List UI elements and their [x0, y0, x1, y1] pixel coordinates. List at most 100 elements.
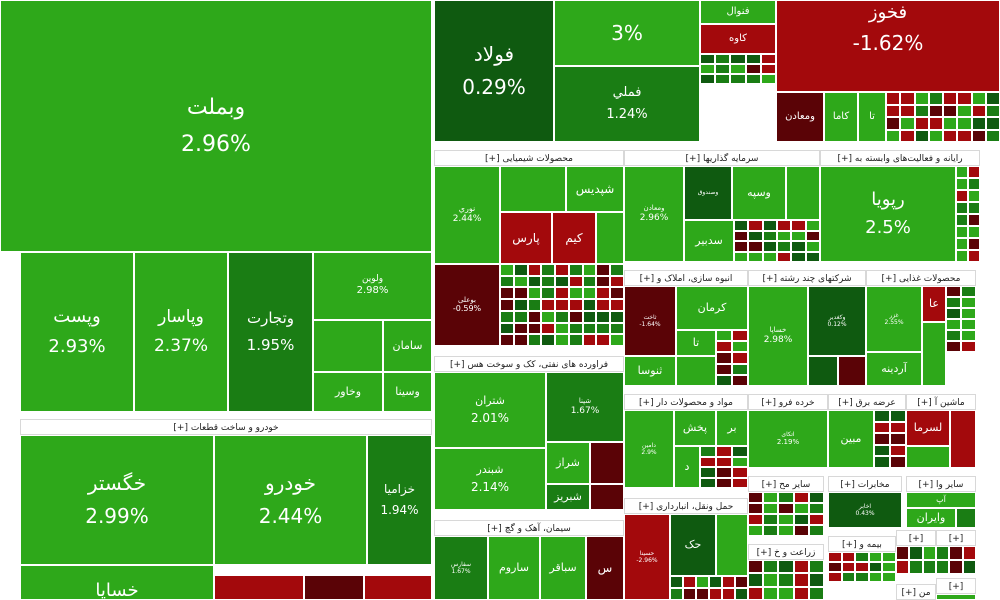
mini-cell[interactable] [730, 54, 746, 64]
mini-cell[interactable] [985, 104, 1000, 117]
mini-cell[interactable] [527, 299, 542, 311]
mini-cell[interactable] [748, 525, 764, 536]
mini-cell[interactable] [793, 560, 809, 574]
mini-cell[interactable] [745, 64, 761, 74]
mini-cell[interactable] [582, 275, 597, 288]
tile-sfars[interactable]: سفارس 1.67% [434, 536, 488, 600]
mini-cell[interactable] [760, 74, 776, 84]
tile-vairan[interactable]: وایران [906, 508, 956, 528]
mini-cell[interactable] [922, 560, 936, 574]
mini-cell[interactable] [732, 330, 748, 342]
tile-khgostar[interactable]: خگستر 2.99% [20, 435, 214, 565]
mini-cell[interactable] [791, 241, 806, 252]
mini-cell[interactable] [936, 560, 950, 574]
sector-header-multi[interactable]: [+] شرکتهای چند رشته [748, 270, 866, 286]
tile-damin[interactable]: دامین 2.9% [624, 410, 674, 488]
sector-header-misc-3[interactable]: [+] [936, 578, 976, 594]
mini-cell[interactable] [914, 129, 929, 142]
mini-cell[interactable] [874, 444, 890, 457]
tile-shpna[interactable]: شپنا 1.67% [546, 372, 624, 442]
mini-cell[interactable] [670, 576, 683, 588]
mini-cell[interactable] [962, 546, 976, 560]
mini-cell[interactable] [715, 64, 731, 74]
mini-cell[interactable] [808, 586, 824, 600]
mini-cell[interactable] [882, 572, 896, 582]
mini-cell[interactable] [596, 334, 611, 346]
mini-cell[interactable] [777, 230, 792, 241]
mini-cell[interactable] [956, 226, 968, 238]
mini-cell[interactable] [957, 129, 972, 142]
mini-cell[interactable] [855, 552, 869, 562]
mini-cell[interactable] [763, 573, 779, 587]
sector-header-chemical[interactable]: [+] محصولات شیمیایی [434, 150, 624, 166]
mini-cell[interactable] [961, 286, 976, 297]
mini-cell[interactable] [513, 310, 528, 323]
sector-header-cement[interactable]: [+] سیمان، آهک و گچ [434, 520, 624, 536]
tile-vtejarat[interactable]: وتجارت 1.95% [228, 252, 313, 412]
mini-cell[interactable] [968, 202, 980, 214]
tile-mach-green[interactable] [906, 446, 950, 468]
mini-cell[interactable] [882, 562, 896, 572]
tile-khodro[interactable]: خودرو 2.44% [214, 435, 367, 565]
mini-cell[interactable] [882, 552, 896, 562]
mini-cell[interactable] [541, 310, 556, 323]
mini-cell[interactable] [596, 264, 611, 276]
tile-small-bank[interactable] [313, 320, 383, 372]
sector-header-investment[interactable]: [+] سرمایه گذاریها [624, 150, 820, 166]
mini-cell[interactable] [748, 251, 763, 262]
mini-cell[interactable] [715, 74, 731, 84]
mini-cell[interactable] [914, 92, 929, 105]
mini-cell[interactable] [968, 214, 980, 226]
mini-cell[interactable] [555, 299, 569, 311]
mini-cell[interactable] [886, 117, 901, 130]
mini-cell[interactable] [956, 190, 968, 202]
mini-cell[interactable] [928, 104, 943, 117]
sector-header-misc-2[interactable]: [+] [936, 530, 976, 546]
mini-cell[interactable] [971, 104, 986, 117]
tile-other2-grid[interactable] [956, 508, 976, 528]
mini-cell[interactable] [716, 341, 732, 353]
tile-chem-small[interactable] [500, 166, 566, 212]
mini-cell[interactable] [956, 166, 968, 178]
mini-cell[interactable] [828, 552, 842, 562]
tile-auto-red-c[interactable] [364, 575, 432, 600]
mini-cell[interactable] [914, 117, 929, 130]
mini-cell[interactable] [541, 299, 556, 311]
mini-cell[interactable] [513, 275, 528, 288]
mini-cell[interactable] [890, 433, 906, 445]
mini-cell[interactable] [778, 492, 794, 503]
sector-header-misc-1[interactable]: [+] [896, 530, 936, 546]
mini-cell[interactable] [778, 525, 794, 536]
mini-cell[interactable] [957, 104, 972, 117]
mini-cell[interactable] [909, 546, 923, 560]
tile-rapoya[interactable]: رپویا 2.5% [820, 166, 956, 262]
mini-cell[interactable] [777, 220, 792, 231]
mini-cell[interactable] [985, 117, 1000, 130]
mini-cell[interactable] [928, 129, 943, 142]
mini-cell[interactable] [722, 576, 735, 588]
mini-cell[interactable] [734, 241, 749, 252]
mini-cell[interactable] [582, 322, 597, 335]
tile-akhaber[interactable]: اخابر 0.43% [828, 492, 902, 528]
mini-cell[interactable] [716, 363, 732, 375]
mini-cell[interactable] [874, 421, 890, 434]
mini-cell[interactable] [568, 310, 583, 323]
sector-header-telecom[interactable]: [+] مخابرات [828, 476, 902, 492]
mini-cell[interactable] [732, 477, 748, 488]
mini-cell[interactable] [791, 230, 806, 241]
mini-cell[interactable] [716, 467, 732, 478]
tile-cement-s[interactable]: س [586, 536, 624, 600]
mini-cell[interactable] [732, 374, 748, 386]
mini-cell[interactable] [808, 503, 824, 514]
tile-shetran[interactable]: شتران 2.01% [434, 372, 546, 448]
mini-cell[interactable] [763, 492, 779, 503]
mini-cell[interactable] [890, 456, 906, 468]
tile-ardineh[interactable]: آردینه [866, 352, 922, 386]
mini-cell[interactable] [793, 492, 809, 503]
mini-cell[interactable] [500, 264, 514, 276]
mini-cell[interactable] [596, 310, 611, 323]
tile-ghazar[interactable]: غزر 2.55% [866, 286, 922, 352]
mini-cell[interactable] [890, 421, 906, 434]
tile-inv-small[interactable] [786, 166, 820, 220]
mini-cell[interactable] [745, 74, 761, 84]
